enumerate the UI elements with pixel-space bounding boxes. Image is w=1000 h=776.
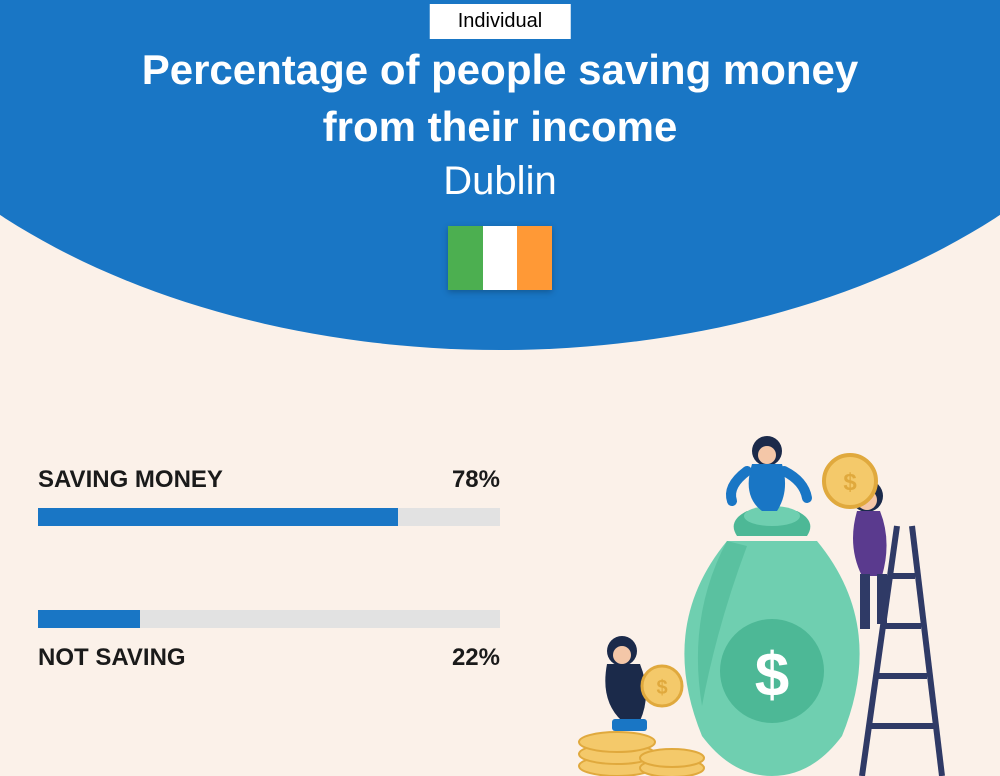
svg-text:$: $ <box>656 677 667 699</box>
bar-fill <box>38 508 398 526</box>
bar-header: NOT SAVING 22% <box>38 644 500 672</box>
flag-stripe-1 <box>448 226 483 290</box>
person-top-icon <box>731 436 807 511</box>
title-line1: Percentage of people saving money <box>0 42 1000 99</box>
bar-row: NOT SAVING 22% <box>38 610 500 672</box>
coin-stack-icon <box>579 732 704 776</box>
bar-track <box>38 610 500 628</box>
bar-percent: 78% <box>452 466 500 494</box>
svg-text:$: $ <box>755 641 789 710</box>
bar-track <box>38 508 500 526</box>
bar-chart: SAVING MONEY 78% NOT SAVING 22% <box>38 466 500 756</box>
ireland-flag-icon <box>448 226 552 290</box>
money-bag-icon: $ <box>684 506 859 776</box>
flag-stripe-3 <box>517 226 552 290</box>
title-block: Percentage of people saving money from t… <box>0 42 1000 204</box>
person-sitting-icon: $ <box>605 636 682 731</box>
flag-stripe-2 <box>483 226 518 290</box>
bar-header: SAVING MONEY 78% <box>38 466 500 494</box>
bar-fill <box>38 610 140 628</box>
title-line2: from their income <box>0 99 1000 156</box>
city-name: Dublin <box>0 159 1000 204</box>
bar-label: NOT SAVING <box>38 644 186 672</box>
money-illustration: $ $ $ <box>552 426 972 776</box>
bar-label: SAVING MONEY <box>38 466 223 494</box>
svg-text:$: $ <box>843 469 857 496</box>
category-badge: Individual <box>430 4 571 39</box>
bar-percent: 22% <box>452 644 500 672</box>
bar-row: SAVING MONEY 78% <box>38 466 500 526</box>
